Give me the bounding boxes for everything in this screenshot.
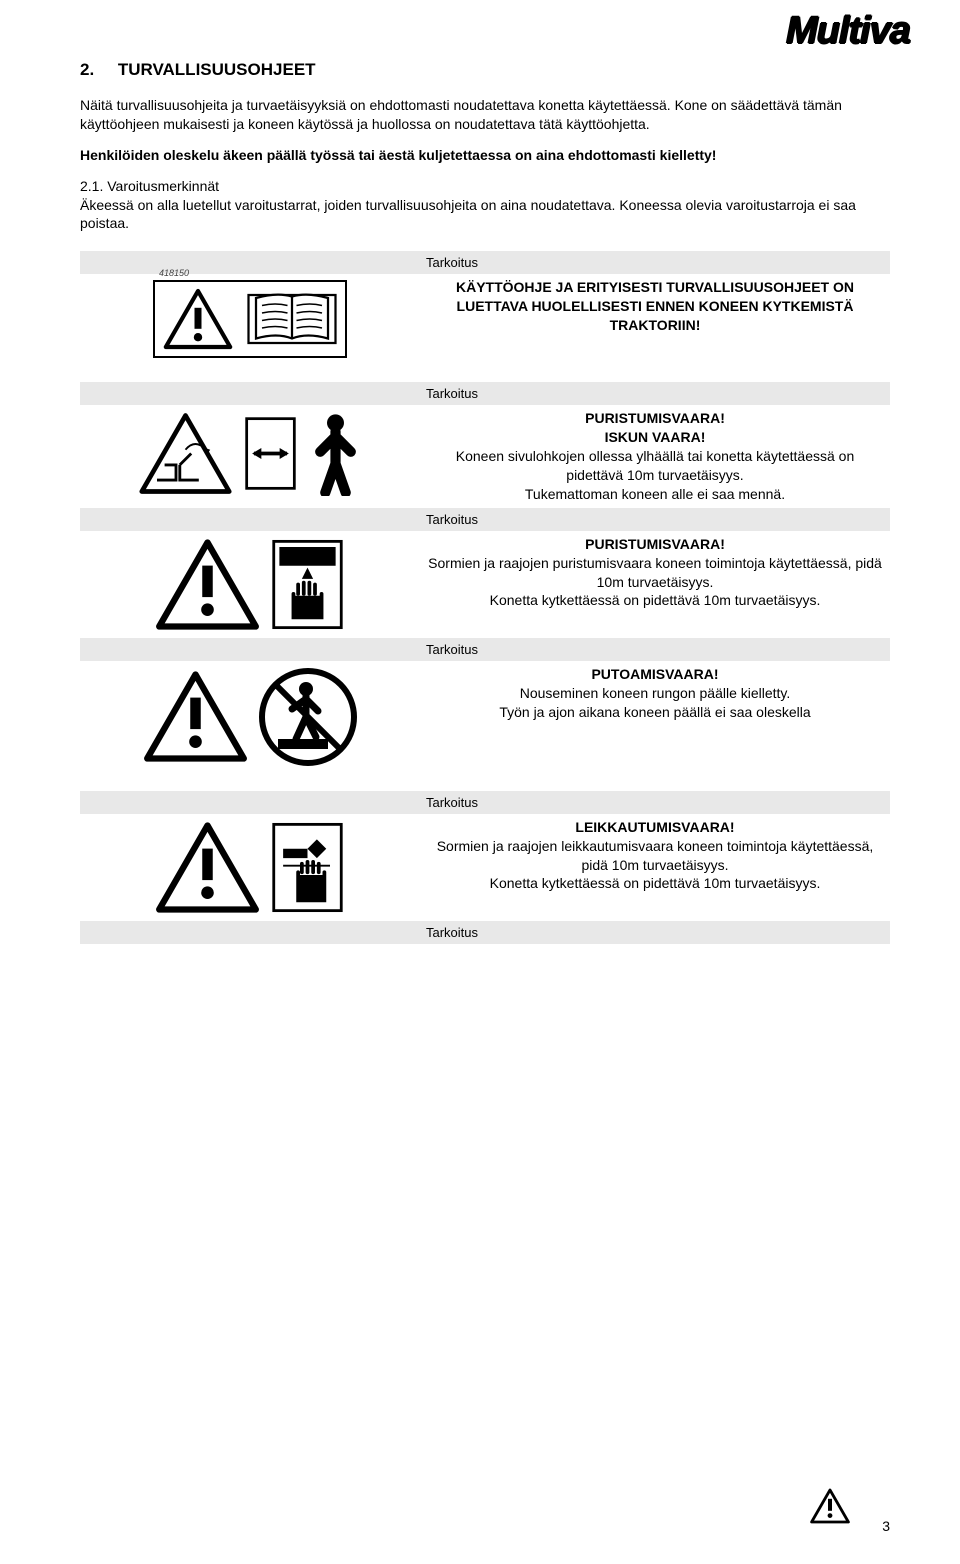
hazard-text: Koneen sivulohkojen ollessa ylhäällä tai… xyxy=(426,447,884,485)
hand-crush-icon xyxy=(270,537,345,632)
sign-icons-pinch xyxy=(80,531,420,638)
subsection-number: 2.1. xyxy=(80,178,103,194)
hazard-title: PURISTUMISVAARA! xyxy=(426,409,884,428)
sign-desc-falling: PUTOAMISVAARA! Nouseminen koneen rungon … xyxy=(420,661,890,773)
table-header-purpose: Tarkoitus xyxy=(420,508,890,531)
sign-icons-crush-impact xyxy=(80,405,420,507)
no-climbing-icon xyxy=(258,667,358,767)
hazard-text: Sormien ja raajojen puristumisvaara kone… xyxy=(426,554,884,592)
hazard-title: PUTOAMISVAARA! xyxy=(426,665,884,684)
table-header-purpose: Tarkoitus xyxy=(420,638,890,661)
brand-logo: Multiva xyxy=(786,10,910,53)
machine-folding-icon xyxy=(138,411,233,496)
sign-desc-cutting: LEIKKAUTUMISVAARA! Sormien ja raajojen l… xyxy=(420,814,890,921)
subsection: 2.1. Varoitusmerkinnät Äkeessä on alla l… xyxy=(80,177,890,234)
serial-number: 418150 xyxy=(159,268,189,278)
hazard-text: Tukemattoman koneen alle ei saa mennä. xyxy=(426,485,884,504)
hazard-title: LEIKKAUTUMISVAARA! xyxy=(426,818,884,837)
footer-warning-icon xyxy=(810,1488,850,1524)
sign-icons-falling xyxy=(80,661,420,773)
table-header-empty xyxy=(80,382,420,405)
table-header-empty xyxy=(80,508,420,531)
section-heading: 2. TURVALLISUUSOHJEET xyxy=(80,60,890,80)
table-header-empty xyxy=(80,251,420,274)
sign-desc-read-manual: KÄYTTÖOHJE JA ERITYISESTI TURVALLISUUSOH… xyxy=(420,274,890,364)
desc-text: KÄYTTÖOHJE JA ERITYISESTI TURVALLISUUSOH… xyxy=(426,278,884,335)
sign-table-3: Tarkoitus LEIKKAUTUMISVAARA! xyxy=(80,791,890,944)
sign-icons-cutting xyxy=(80,814,420,921)
hazard-text: Sormien ja raajojen leikkautumisvaara ko… xyxy=(426,837,884,875)
person-icon xyxy=(308,411,363,496)
hazard-text: Työn ja ajon aikana koneen päällä ei saa… xyxy=(426,703,884,722)
sign-desc-pinch: PURISTUMISVAARA! Sormien ja raajojen pur… xyxy=(420,531,890,638)
hazard-title: ISKUN VAARA! xyxy=(426,428,884,447)
warning-triangle-icon xyxy=(143,669,248,764)
page-number: 3 xyxy=(882,1518,890,1534)
table-header-purpose: Tarkoitus xyxy=(420,791,890,814)
hazard-text: Konetta kytkettäessä on pidettävä 10m tu… xyxy=(426,591,884,610)
sign-table-1: Tarkoitus 418150 xyxy=(80,251,890,364)
subsection-title: Varoitusmerkinnät xyxy=(107,178,219,194)
book-icon xyxy=(247,288,337,350)
hazard-text: Nouseminen koneen rungon päälle kiellett… xyxy=(426,684,884,703)
sign-desc-crush-impact: PURISTUMISVAARA! ISKUN VAARA! Koneen siv… xyxy=(420,405,890,507)
subsection-text: Äkeessä on alla luetellut varoitustarrat… xyxy=(80,197,856,232)
table-header-purpose: Tarkoitus xyxy=(420,382,890,405)
table-header-empty xyxy=(80,638,420,661)
sign-icons-read-manual: 418150 xyxy=(80,274,420,364)
intro-paragraph: Näitä turvallisuusohjeita ja turvaetäisy… xyxy=(80,96,890,134)
section-number: 2. xyxy=(80,60,94,79)
table-header-empty xyxy=(80,921,420,944)
warning-paragraph: Henkilöiden oleskelu äkeen päällä työssä… xyxy=(80,146,890,165)
warning-triangle-icon xyxy=(155,820,260,915)
sign-table-2: Tarkoitus xyxy=(80,382,890,772)
warning-triangle-icon xyxy=(163,288,233,350)
hazard-title: PURISTUMISVAARA! xyxy=(426,535,884,554)
section-title: TURVALLISUUSOHJEET xyxy=(118,60,316,79)
warning-triangle-icon xyxy=(155,537,260,632)
hazard-text: Konetta kytkettäessä on pidettävä 10m tu… xyxy=(426,874,884,893)
table-header-purpose: Tarkoitus xyxy=(420,921,890,944)
table-header-purpose: Tarkoitus xyxy=(420,251,890,274)
hand-cut-icon xyxy=(270,820,345,915)
distance-arrows-icon xyxy=(243,411,298,496)
table-header-empty xyxy=(80,791,420,814)
